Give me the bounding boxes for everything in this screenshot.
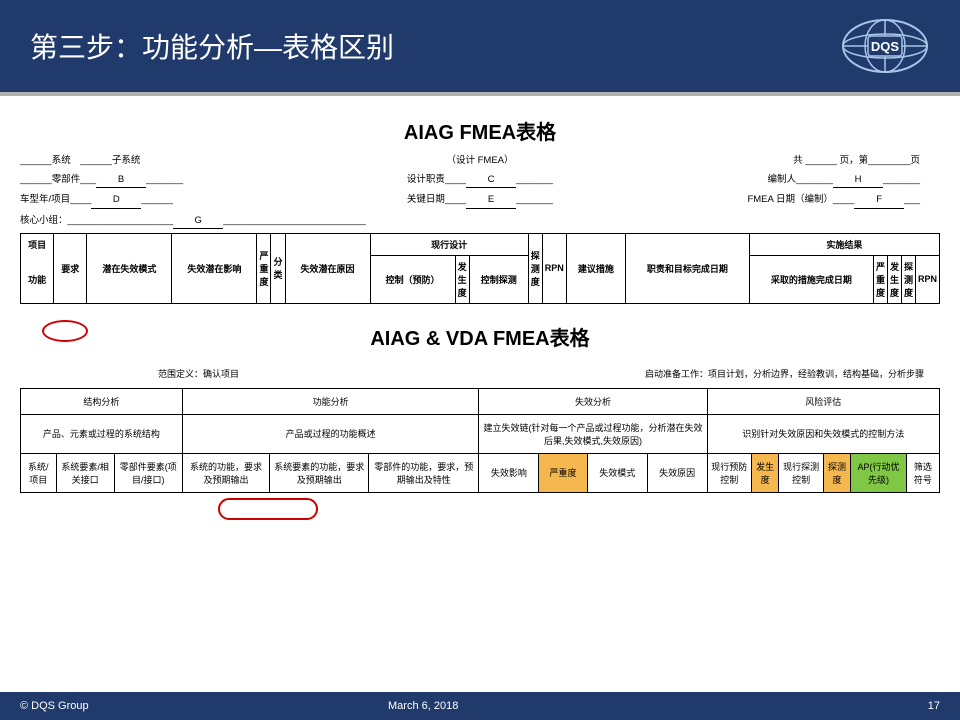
col-sev2: 严重度 [873,255,887,303]
section1-title: AIAG FMEA表格 [20,116,940,145]
head-risk: 风险评估 [707,388,939,414]
c6: 零部件的功能，要求，预期输出及特性 [369,453,479,492]
c2: 系统要素/相关接口 [56,453,114,492]
c10: 失效原因 [647,453,707,492]
col-cause: 失效潜在原因 [285,233,370,303]
slide-header: 第三步：功能分析—表格区别 DQS [0,0,960,92]
col-func: 功能 [21,255,54,303]
footer-page: 17 [756,700,940,712]
col-det2: 探测度 [901,255,915,303]
sub-fail: 建立失效链(针对每一个产品或过程功能，分析潜在失效后果,失效模式,失效原因) [479,414,707,453]
c5: 系统要素的功能，要求及预期输出 [270,453,369,492]
col-occ: 发生度 [455,255,469,303]
col-results: 实施结果 [749,233,939,255]
c1: 系统/项目 [21,453,57,492]
c15: AP(行动优先级) [851,453,907,492]
col-resp: 职责和目标完成日期 [625,233,749,303]
col-sev: 严重度 [257,233,271,303]
col-current: 现行设计 [370,233,528,255]
col-prev: 控制（预防） [370,255,455,303]
sub-risk: 识别针对失效原因和失效模式的控制方法 [707,414,939,453]
highlight-circle-function [42,320,88,342]
footer-date: March 6, 2018 [388,700,756,712]
info-row-3: 车型年/项目____D______ 关键日期____E_______ FMEA … [20,192,940,208]
info-row-5: 范围定义：确认项目 启动准备工作：项目计划，分析边界，经验教训，结构基础，分析步… [20,359,940,388]
c11: 现行预防控制 [707,453,751,492]
col-rec: 建议措施 [566,233,625,303]
content-area: AIAG FMEA表格 ______系统 ______子系统 （设计 FMEA）… [0,96,960,493]
col-rpn2: RPN [915,255,939,303]
info-row-4: 核心小组：____________________G______________… [20,213,940,229]
col-req: 要求 [54,233,87,303]
head-struct: 结构分析 [21,388,183,414]
info-row-1: ______系统 ______子系统 （设计 FMEA） 共 ______ 页，… [20,153,940,168]
col-occ2: 发生度 [887,255,901,303]
sub-func: 产品或过程的功能概述 [182,414,479,453]
c13: 现行探测控制 [779,453,823,492]
sub-struct: 产品、元素或过程的系统结构 [21,414,183,453]
c7: 失效影响 [479,453,539,492]
col-mode: 潜在失效模式 [87,233,172,303]
footer-copyright: © DQS Group [20,700,388,712]
col-det: 探测度 [528,233,542,303]
col-detect: 控制探测 [469,255,528,303]
svg-text:DQS: DQS [871,39,900,54]
head-fail: 失效分析 [479,388,707,414]
c8: 严重度 [539,453,588,492]
dqs-logo: DQS [840,16,930,76]
section2-title: AIAG & VDA FMEA表格 [20,322,940,351]
aiag-vda-table: 结构分析 功能分析 失效分析 风险评估 产品、元素或过程的系统结构 产品或过程的… [20,388,940,493]
aiag-table: 项目 要求 潜在失效模式 失效潜在影响 严重度 分类 失效潜在原因 现行设计 探… [20,233,940,304]
col-rpn: RPN [542,233,566,303]
col-effect: 失效潜在影响 [172,233,257,303]
info-row-2: ______零部件___B_______ 设计职责____C_______ 编制… [20,172,940,188]
c3: 零部件要素(项目/接口) [114,453,182,492]
col-item: 项目 [21,233,54,255]
slide-footer: © DQS Group March 6, 2018 17 [0,692,960,720]
c9: 失效模式 [587,453,647,492]
c4: 系统的功能，要求及预期输出 [182,453,270,492]
c16: 筛选符号 [906,453,939,492]
col-action: 采取的措施完成日期 [749,255,873,303]
highlight-circle-func-analysis [218,498,318,520]
col-class: 分类 [271,233,285,303]
c14: 探测度 [823,453,850,492]
head-func: 功能分析 [182,388,479,414]
c12: 发生度 [752,453,779,492]
slide-title: 第三步：功能分析—表格区别 [30,26,394,66]
